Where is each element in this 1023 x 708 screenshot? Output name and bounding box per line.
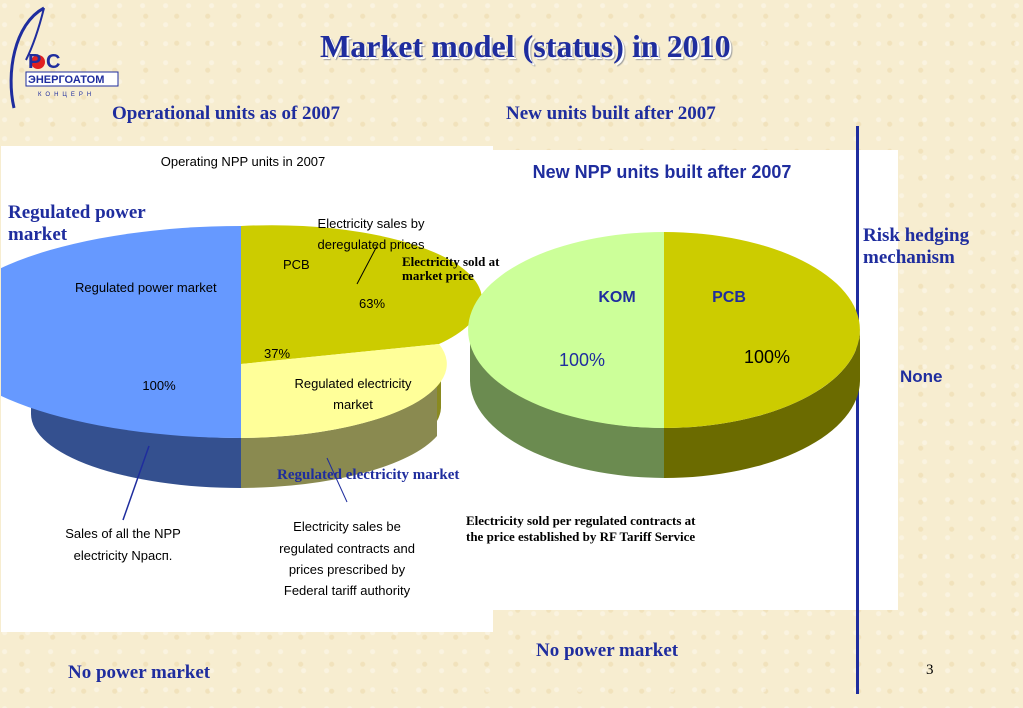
pie1-reg-label-line2: market [333,397,373,412]
pie1-pcb-pct: 63% [359,296,385,311]
pie2-right-label: PCB [712,289,746,306]
pie1-pcb-caption-line1: Electricity sales by [318,216,425,231]
pie2-slice-pcb [664,232,860,428]
pie2-title: New NPP units built after 2007 [533,162,792,182]
pie1-bottom-mid-line2: regulated contracts and [279,541,415,556]
pie2-side-green [470,330,664,478]
pie1-bottom-left-line1: Sales of all the NPP [65,526,181,541]
side-label-regulated: Regulated power market [8,202,146,245]
pie1-side-blue [31,364,241,488]
annotation-sold-market-price: Electricity sold at market price [402,254,500,283]
left-pie-chart: Operating NPP units in 2007 Regulated po… [1,154,482,598]
chart-mark [25,7,45,61]
pie1-pcb-caption-line2: deregulated prices [318,237,425,252]
page-title: Market model (status) in 2010 [320,28,731,64]
chart-mark [31,55,45,69]
chart-mark [9,6,45,109]
pie2-left-label: KOM [598,289,635,306]
pie1-side-yellow [241,386,437,488]
left-heading: Operational units as of 2007 [112,103,341,124]
pie1-bottom-left-line2: electricity Npacп. [74,548,173,563]
pie1-slice-regulated-electricity [241,344,447,438]
chart-mark [326,457,348,503]
pie2-side-yellow [664,330,860,478]
pie2-left-pct: 100% [559,350,605,370]
chart-mark [122,445,150,521]
pie2-caption: Electricity sold per regulated contracts… [466,513,696,544]
chart-mark: Р [28,51,41,73]
pie1-bottom-mid-line4: Federal tariff authority [284,583,411,598]
chart-mark [356,245,378,285]
chart-mark: С [46,51,60,73]
pie1-reg-label-line1: Regulated electricity [294,376,412,391]
no-power-market-right: No power market [536,640,679,661]
pie1-reg-pct: 37% [264,346,290,361]
chart-mark [25,71,119,87]
pie1-slice-regulated-power [1,226,241,438]
pie1-title: Operating NPP units in 2007 [161,154,326,169]
right-heading: New units built after 2007 [506,103,716,124]
pie1-left-pct: 100% [142,378,176,393]
side-label-risk-hedging: Risk hedging mechanism [863,225,970,268]
vertical-divider [856,126,859,694]
pie1-bottom-mid-line1: Electricity sales be [293,519,401,534]
page-number: 3 [926,662,934,678]
annotation-regulated-electricity-market: Regulated electricity market [277,467,460,483]
pie1-slice-pcb [241,225,482,364]
pie2-right-pct: 100% [744,347,790,367]
logo-mark: Р С ЭНЕРГОАТОМ КОНЦЕРН [9,6,119,109]
pie1-bottom-mid-line3: prices prescribed by [289,562,406,577]
none-label: None [900,367,943,386]
logo: Р С ЭНЕРГОАТОМ КОНЦЕРН [4,4,124,116]
right-pie-chart: New NPP units built after 2007 KOM PCB 1… [468,162,860,478]
pie2-slice-kom [468,232,664,428]
logo-sub-text: КОНЦЕРН [38,92,95,98]
pie1-left-label: Regulated power market [75,280,217,295]
logo-brand-text: ЭНЕРГОАТОМ [28,74,104,86]
pie1-pcb-tag: PCB [283,257,310,272]
no-power-market-left: No power market [68,662,211,683]
